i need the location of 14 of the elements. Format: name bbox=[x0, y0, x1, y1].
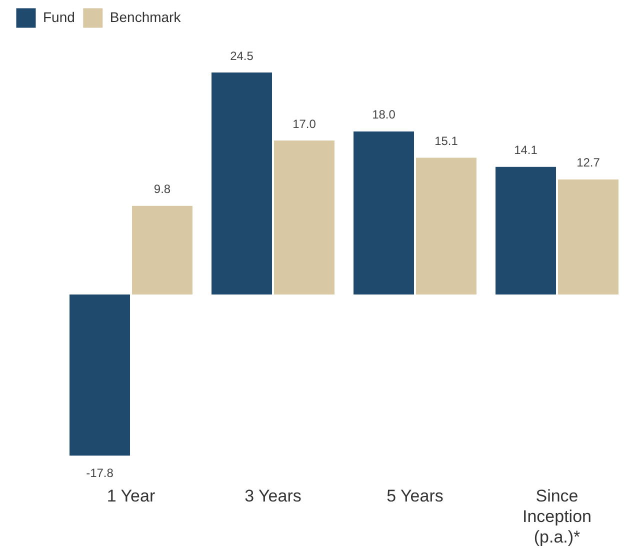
legend-label: Benchmark bbox=[110, 8, 182, 25]
data-label: -17.8 bbox=[86, 466, 114, 480]
x-tick-label: 1 Year bbox=[106, 486, 156, 506]
data-label: 18.0 bbox=[372, 108, 396, 122]
data-label: 12.7 bbox=[576, 156, 600, 170]
data-label: 14.1 bbox=[514, 143, 538, 158]
x-tick-label: Since Inception (p.a.)* bbox=[522, 486, 592, 546]
data-label: 24.5 bbox=[230, 48, 254, 63]
data-label: 15.1 bbox=[434, 134, 458, 148]
x-tick-label: 3 Years bbox=[244, 486, 302, 506]
x-tick-label: 5 Years bbox=[386, 486, 444, 506]
data-label: 17.0 bbox=[292, 116, 316, 131]
data-label: 9.8 bbox=[154, 182, 171, 196]
legend-label: Fund bbox=[43, 8, 75, 25]
